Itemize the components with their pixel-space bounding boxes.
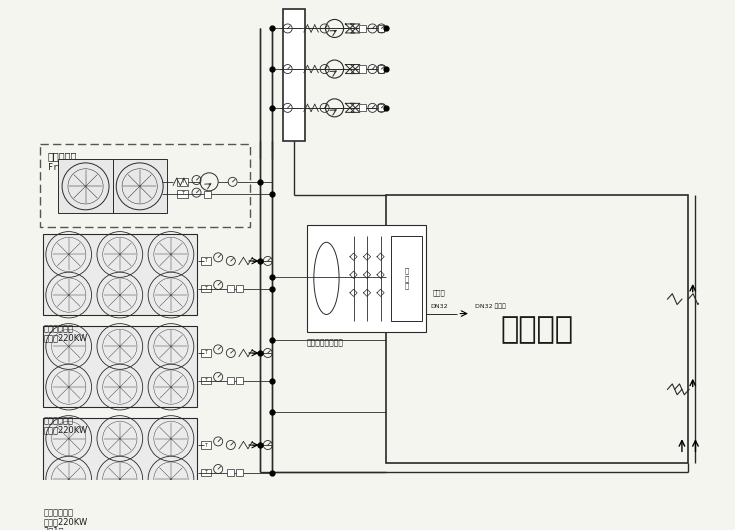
Bar [227, 469, 234, 476]
Bar [40, 144, 250, 227]
Bar [359, 65, 366, 73]
Bar [201, 441, 210, 448]
Bar [306, 225, 426, 332]
Bar [43, 418, 196, 499]
Text: 风冷冷水机组: 风冷冷水机组 [43, 508, 74, 517]
Bar [378, 104, 384, 111]
Bar [359, 104, 366, 111]
Text: T: T [204, 286, 207, 291]
Bar [359, 25, 366, 32]
Text: DN32: DN32 [430, 304, 448, 309]
Text: T: T [181, 179, 184, 184]
Text: Free Cooling: Free Cooling [48, 163, 107, 172]
Text: T: T [204, 259, 207, 263]
Bar [201, 349, 210, 357]
Text: T: T [204, 443, 207, 447]
Bar [390, 236, 422, 321]
Text: 自动补水稳压装置: 自动补水稳压装置 [306, 339, 343, 348]
Bar [201, 258, 210, 264]
Text: 风冷冷水机组: 风冷冷水机组 [43, 417, 74, 426]
Bar [227, 285, 234, 292]
Text: 膨
压
罐: 膨 压 罐 [404, 268, 409, 289]
Text: 2用1备: 2用1备 [43, 526, 64, 530]
Bar [176, 178, 187, 186]
Bar [283, 8, 305, 141]
Text: 数据中心: 数据中心 [501, 315, 573, 344]
Bar [204, 191, 211, 198]
Text: 闭式冷却塔: 闭式冷却塔 [48, 152, 77, 162]
Text: 制冷量220KW: 制冷量220KW [43, 426, 87, 435]
Bar [236, 285, 243, 292]
Text: 风冷冷水机组: 风冷冷水机组 [43, 324, 74, 333]
Bar [59, 160, 112, 214]
Bar [378, 25, 384, 32]
Text: T: T [181, 191, 184, 196]
Text: T: T [204, 378, 207, 383]
Text: 制冷量220KW: 制冷量220KW [43, 517, 87, 526]
Bar [112, 160, 167, 214]
Bar [227, 377, 234, 384]
Text: DN32 自来水: DN32 自来水 [476, 304, 506, 309]
Bar [236, 377, 243, 384]
Bar [201, 469, 210, 476]
Text: 制冷量220KW: 制冷量220KW [43, 333, 87, 342]
Bar [43, 234, 196, 315]
Text: T: T [204, 350, 207, 356]
Bar [201, 377, 210, 384]
Text: 接下水: 接下水 [433, 289, 445, 296]
Text: T: T [204, 470, 207, 475]
Bar [386, 196, 688, 463]
Bar [236, 469, 243, 476]
Bar [43, 326, 196, 408]
Bar [176, 190, 187, 198]
Bar [201, 285, 210, 292]
Bar [378, 65, 384, 73]
